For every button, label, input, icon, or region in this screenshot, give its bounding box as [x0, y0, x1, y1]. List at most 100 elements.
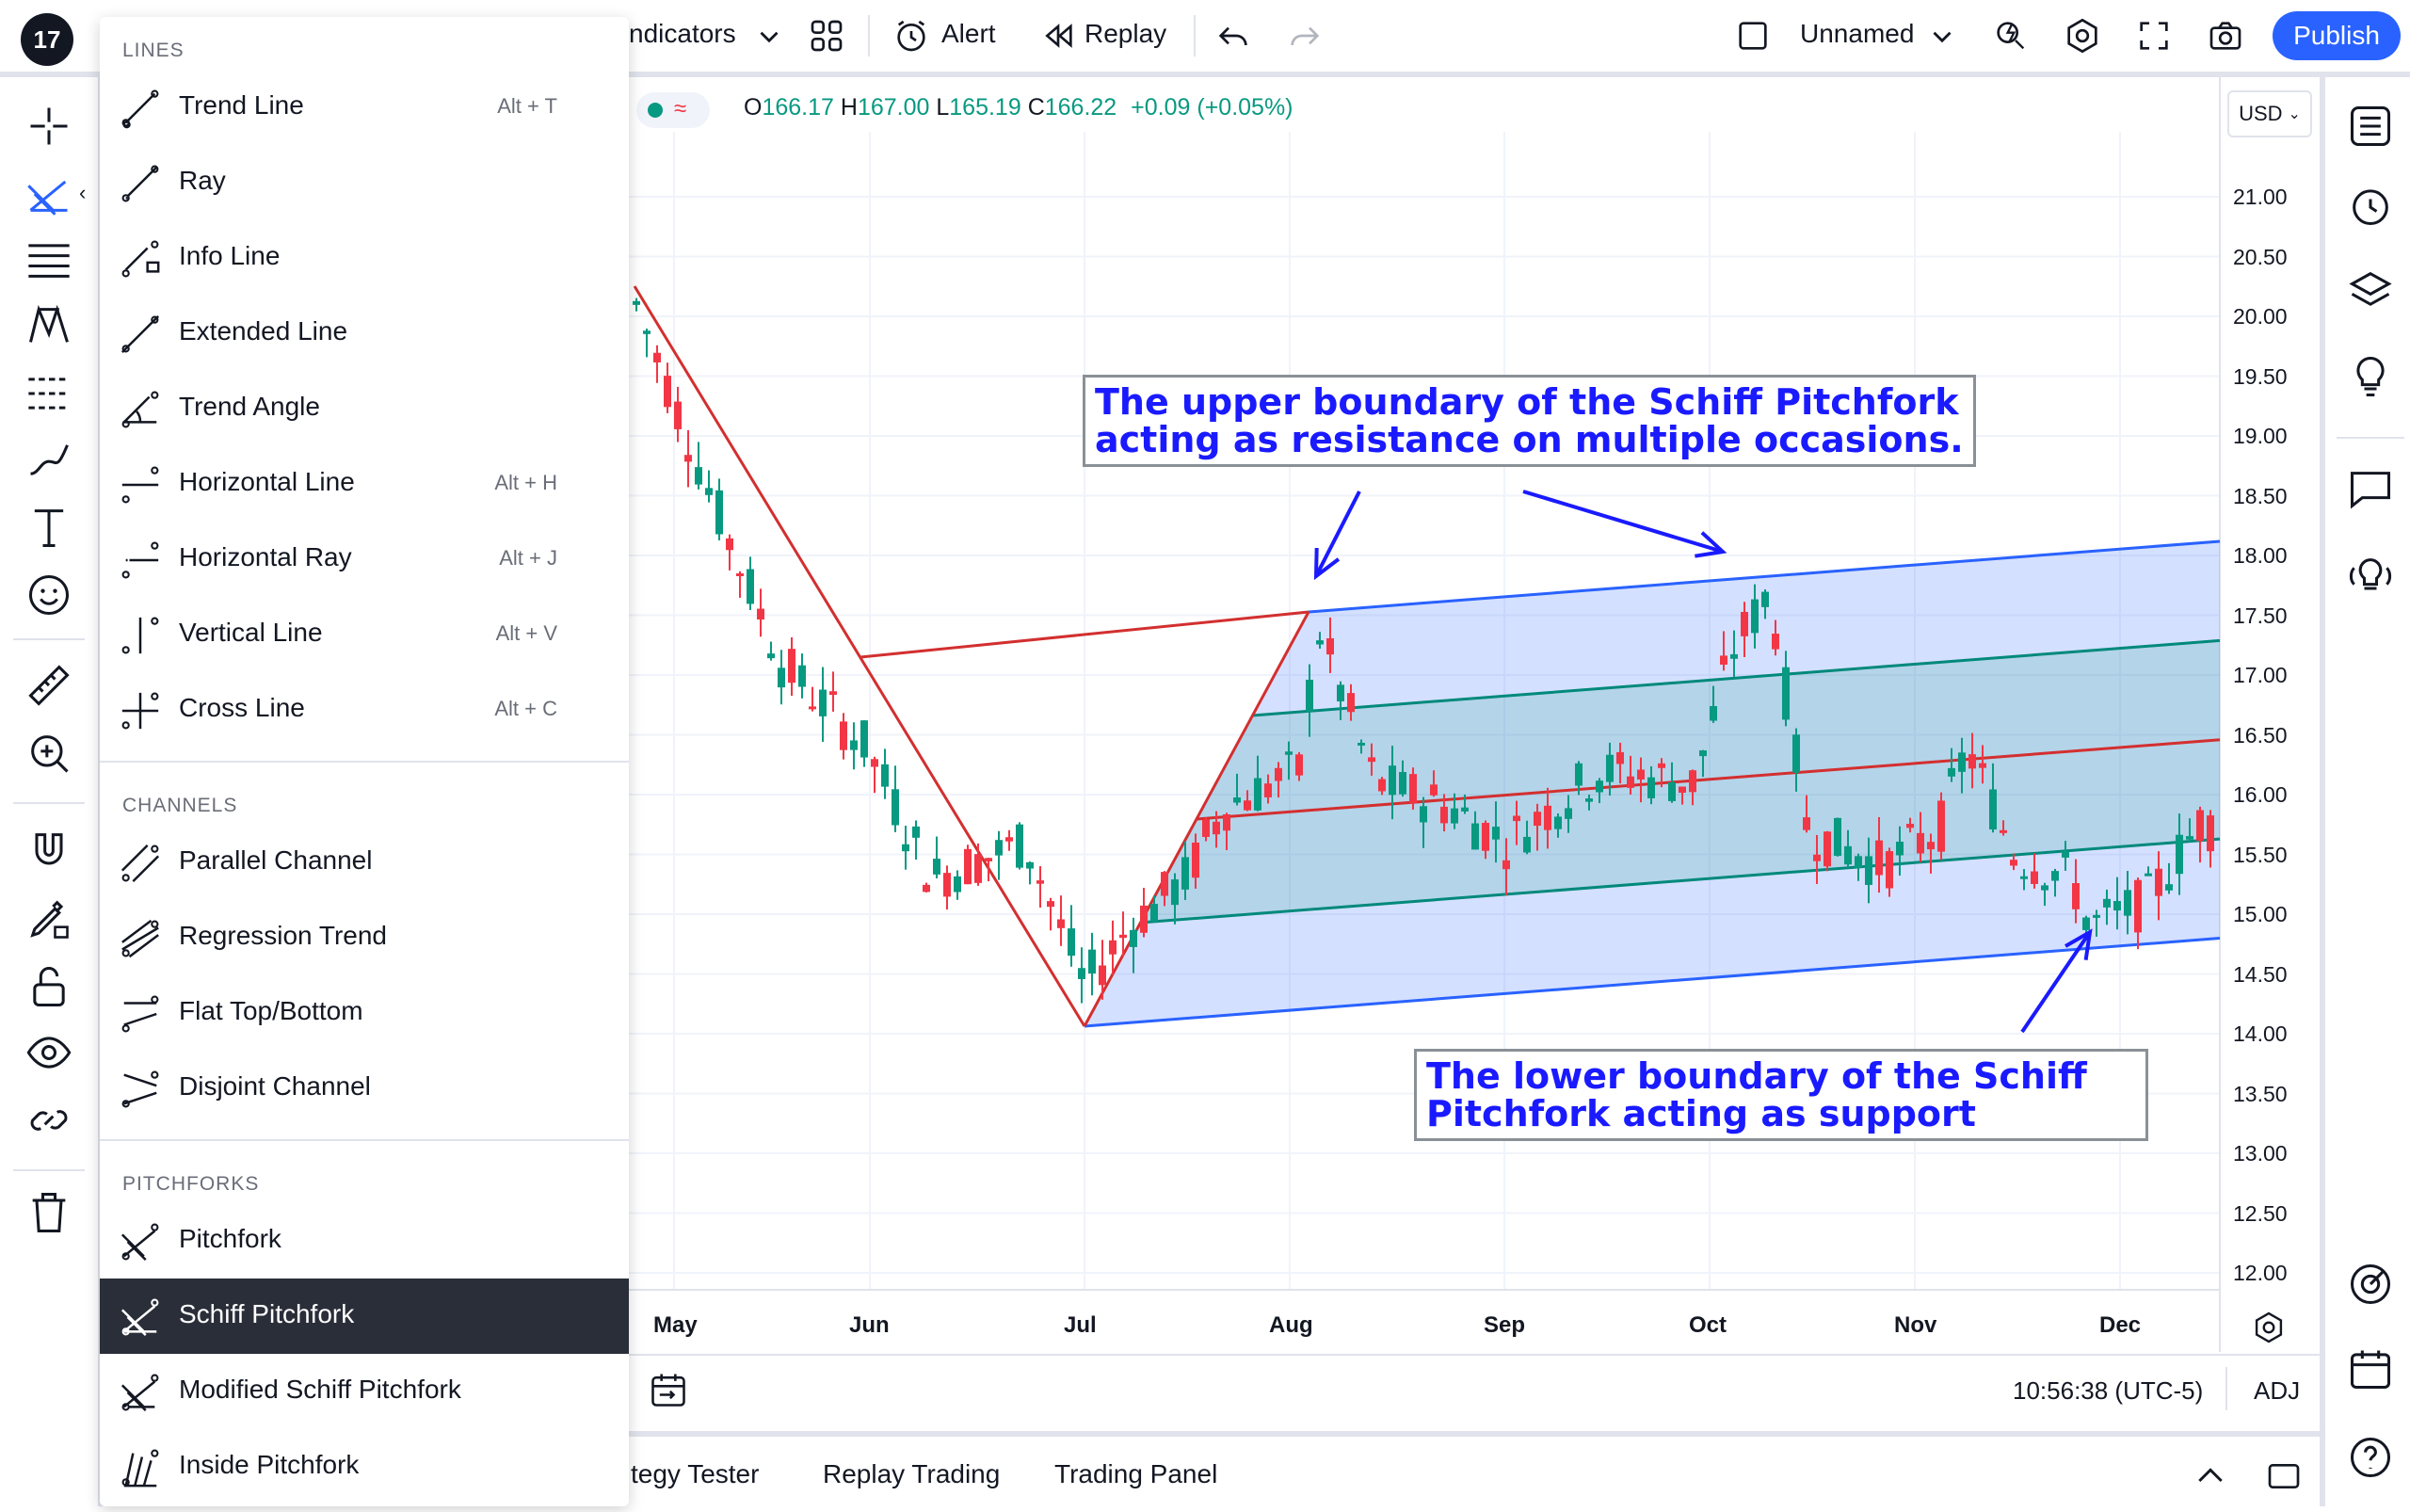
tradingview-logo[interactable]: 17	[21, 13, 73, 66]
indicators-button[interactable]: ndicators	[629, 19, 736, 48]
replay-icon[interactable]	[1039, 17, 1077, 55]
brush-icon[interactable]	[24, 435, 73, 484]
help-icon[interactable]	[2346, 1433, 2395, 1482]
candle-body	[1337, 684, 1344, 702]
pitchfork-median-line	[1196, 738, 2221, 821]
chat-icon[interactable]	[2346, 465, 2395, 514]
menu-item-schiff-pitchfork[interactable]: Schiff Pitchfork	[100, 1279, 629, 1354]
crosshair-icon[interactable]	[24, 102, 73, 151]
low-value: 165.19	[949, 94, 1021, 121]
adjust-toggle[interactable]: ADJ	[2254, 1376, 2301, 1405]
calendar-icon[interactable]	[2346, 1344, 2395, 1393]
chevron-up-icon[interactable]	[2192, 1457, 2229, 1495]
tab-strategy-tester[interactable]: tegy Tester	[631, 1459, 760, 1488]
menu-item-regression-trend[interactable]: Regression Trend	[100, 900, 629, 975]
tab-replay-trading[interactable]: Replay Trading	[823, 1459, 1001, 1488]
link-icon[interactable]	[24, 1096, 73, 1145]
fib-retracement-icon[interactable]	[24, 235, 73, 284]
indicator-status-pill[interactable]: ≈	[636, 92, 710, 128]
ideas-lightbulb-icon[interactable]	[2346, 352, 2395, 401]
replay-button[interactable]: Replay	[1084, 19, 1167, 48]
streams-icon[interactable]	[2346, 552, 2395, 601]
watchlist-icon[interactable]	[2346, 102, 2395, 151]
candle-body	[881, 764, 889, 787]
camera-icon[interactable]	[2207, 17, 2244, 55]
redo-icon[interactable]	[1286, 17, 1324, 55]
magnet-icon[interactable]	[24, 827, 73, 876]
time-axis-label: Oct	[1689, 1312, 1727, 1338]
layout-name[interactable]: Unnamed	[1800, 19, 1915, 48]
lock-drawings-icon[interactable]	[24, 894, 73, 943]
templates-icon[interactable]	[808, 17, 845, 55]
candle-body	[1275, 767, 1282, 781]
time-axis-label: Jun	[849, 1312, 890, 1338]
publish-button[interactable]: Publish	[2273, 11, 2401, 60]
candle-body	[1824, 831, 1831, 867]
menu-item-horizontal-line[interactable]: Horizontal Line Alt + H	[100, 446, 629, 522]
menu-item-modified-schiff-pitchfork[interactable]: Modified Schiff Pitchfork	[100, 1354, 629, 1429]
candle-body	[1782, 667, 1790, 720]
alert-clock-icon[interactable]	[892, 17, 930, 55]
trash-icon[interactable]	[24, 1188, 73, 1237]
price-axis-label: 13.50	[2233, 1081, 2288, 1106]
chevron-down-icon[interactable]	[1926, 21, 1958, 53]
currency-select[interactable]: USD ⌄	[2227, 90, 2312, 137]
pitchfork-upper-line	[1308, 539, 2221, 614]
menu-item-inside-pitchfork[interactable]: Inside Pitchfork	[100, 1429, 629, 1504]
fullscreen-icon[interactable]	[2135, 17, 2173, 55]
candle-body	[1326, 637, 1334, 655]
eye-icon[interactable]	[24, 1028, 73, 1077]
candle-body	[1254, 778, 1261, 811]
candle-body	[1875, 840, 1883, 876]
menu-item-trend-line[interactable]: Trend Line Alt + T	[100, 70, 629, 145]
menu-item-info-line[interactable]: Info Line	[100, 220, 629, 296]
menu-item-parallel-channel[interactable]: Parallel Channel	[100, 825, 629, 900]
unlock-icon[interactable]	[24, 962, 73, 1011]
chevron-down-icon[interactable]	[753, 21, 785, 53]
ruler-icon[interactable]	[24, 661, 73, 710]
quick-search-icon[interactable]	[1992, 17, 2030, 55]
text-icon[interactable]	[24, 503, 73, 552]
settings-icon[interactable]	[2064, 17, 2101, 55]
candle-body	[1130, 929, 1137, 947]
toolbar-separator	[2337, 437, 2404, 439]
candle-body	[1202, 819, 1210, 837]
goto-date-icon[interactable]	[648, 1369, 689, 1410]
layers-icon[interactable]	[2346, 265, 2395, 314]
prediction-icon[interactable]	[24, 369, 73, 418]
menu-item-cross-line[interactable]: Cross Line Alt + C	[100, 672, 629, 748]
menu-item-trend-angle[interactable]: Trend Angle	[100, 371, 629, 446]
menu-item-pitchfork[interactable]: Pitchfork	[100, 1203, 629, 1279]
undo-icon[interactable]	[1214, 17, 1252, 55]
tab-trading-panel[interactable]: Trading Panel	[1054, 1459, 1218, 1488]
menu-item-flat-top-bottom[interactable]: Flat Top/Bottom	[100, 975, 629, 1051]
menu-item-extended-line[interactable]: Extended Line	[100, 296, 629, 371]
menu-item-horizontal-ray[interactable]: Horizontal Ray Alt + J	[100, 522, 629, 597]
pitchfork-tool-icon[interactable]	[24, 169, 73, 218]
candle-body	[1937, 800, 1945, 852]
candle-body	[1295, 754, 1303, 776]
clock-time[interactable]: 10:56:38 (UTC-5)	[2013, 1376, 2204, 1405]
maximize-panel-icon[interactable]	[2265, 1457, 2303, 1495]
zoom-in-icon[interactable]	[24, 729, 73, 778]
menu-item-label: Pitchfork	[179, 1224, 281, 1253]
pattern-icon[interactable]	[24, 301, 73, 350]
target-icon[interactable]	[2346, 1260, 2395, 1309]
menu-item-ray[interactable]: Ray	[100, 145, 629, 220]
cross-line-icon	[121, 692, 159, 730]
candle-body	[1606, 754, 1614, 782]
emoji-icon[interactable]	[24, 571, 73, 619]
vertical-line-icon	[121, 617, 159, 654]
candle-body	[1772, 634, 1779, 650]
expand-arrow-icon[interactable]: ‹	[79, 181, 87, 204]
candle-body	[1016, 824, 1023, 868]
menu-item-disjoint-channel[interactable]: Disjoint Channel	[100, 1051, 629, 1126]
layout-square-icon[interactable]	[1734, 17, 1772, 55]
menu-item-vertical-line[interactable]: Vertical Line Alt + V	[100, 597, 629, 672]
alerts-clock-icon[interactable]	[2346, 181, 2395, 230]
axis-settings-icon[interactable]	[2252, 1311, 2286, 1344]
candle-body	[840, 721, 847, 750]
alert-button[interactable]: Alert	[941, 19, 996, 48]
candle-body	[1689, 770, 1696, 793]
